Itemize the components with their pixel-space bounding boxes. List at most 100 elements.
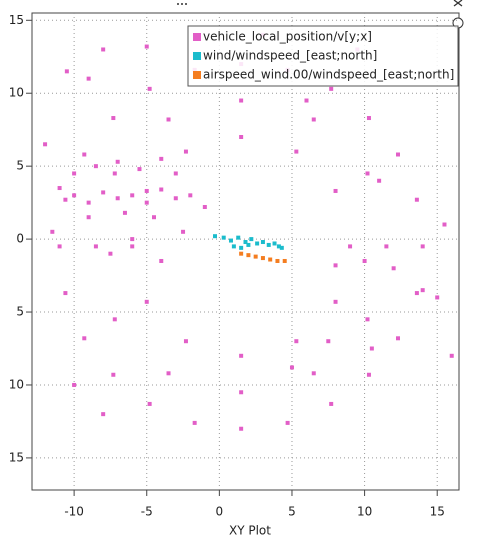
point [365,317,370,322]
point [348,244,353,249]
x-tick-label: 10 [357,505,372,519]
menu-dots[interactable] [177,3,187,5]
point [43,142,48,147]
point [111,116,116,121]
point [115,159,120,164]
point [228,238,233,243]
point [63,197,68,202]
point [266,242,271,247]
point [272,241,277,246]
point [362,258,367,263]
point [420,244,425,249]
point [333,263,338,268]
point [239,426,244,431]
point [130,193,135,198]
point [333,188,338,193]
point [101,47,106,52]
point [294,339,299,344]
point [377,178,382,183]
point [181,229,186,234]
point [183,339,188,344]
point [144,188,149,193]
point [243,240,248,245]
legend-label: vehicle_local_position/v[y;x] [203,30,372,44]
legend-swatch [193,71,201,79]
point [366,116,371,121]
x-tick-label: -10 [64,505,84,519]
point [166,117,171,122]
point [289,365,294,370]
point [82,152,87,157]
point [239,353,244,358]
point [57,244,62,249]
point [72,382,77,387]
point [304,98,309,103]
plot-frame [31,12,460,491]
point [57,186,62,191]
point [449,353,454,358]
point [213,234,217,239]
point [159,258,164,263]
point [93,244,98,249]
point [86,76,91,81]
point [72,193,77,198]
point [63,291,68,296]
point [260,256,265,261]
legend-label: wind/windspeed_[east;north] [203,49,377,63]
point [384,244,389,249]
point [152,215,156,220]
point [231,244,236,249]
point [93,164,98,169]
point [173,171,178,176]
x-tick-label: 0 [216,505,224,519]
point [239,98,244,103]
point [369,346,374,351]
y-tick-label: 5 [16,159,24,173]
point [249,237,254,242]
point [192,420,197,425]
point [137,167,142,172]
point [282,258,287,263]
point [112,171,117,176]
point [396,336,400,341]
point [64,69,69,74]
point [159,156,164,161]
point [236,235,241,240]
point [147,401,152,406]
point [260,240,265,245]
point [365,171,370,176]
point [414,197,419,202]
point [166,371,171,376]
legend-swatch [193,33,201,41]
point [255,241,260,246]
y-tick-label: 10 [9,377,24,391]
point [147,86,152,91]
point [144,200,149,205]
point [115,196,120,201]
y-tick-label: 15 [9,450,24,464]
point [239,251,244,256]
point [414,291,419,296]
point [329,86,334,91]
close-button[interactable] [453,0,463,7]
point [122,210,127,215]
point [391,266,396,271]
point [183,149,188,154]
point [188,193,193,198]
point [285,420,290,425]
y-tick-label: 5 [16,305,24,319]
legend-swatch [193,52,201,60]
x-tick-label: 15 [430,505,445,519]
point [239,390,244,395]
point [173,196,178,201]
point [420,288,425,293]
legend-box [187,25,459,87]
point [366,372,371,377]
point [221,235,226,240]
point [246,242,251,247]
point [329,401,334,406]
point [130,237,135,242]
point [279,245,284,250]
y-tick-label: 15 [9,13,24,27]
